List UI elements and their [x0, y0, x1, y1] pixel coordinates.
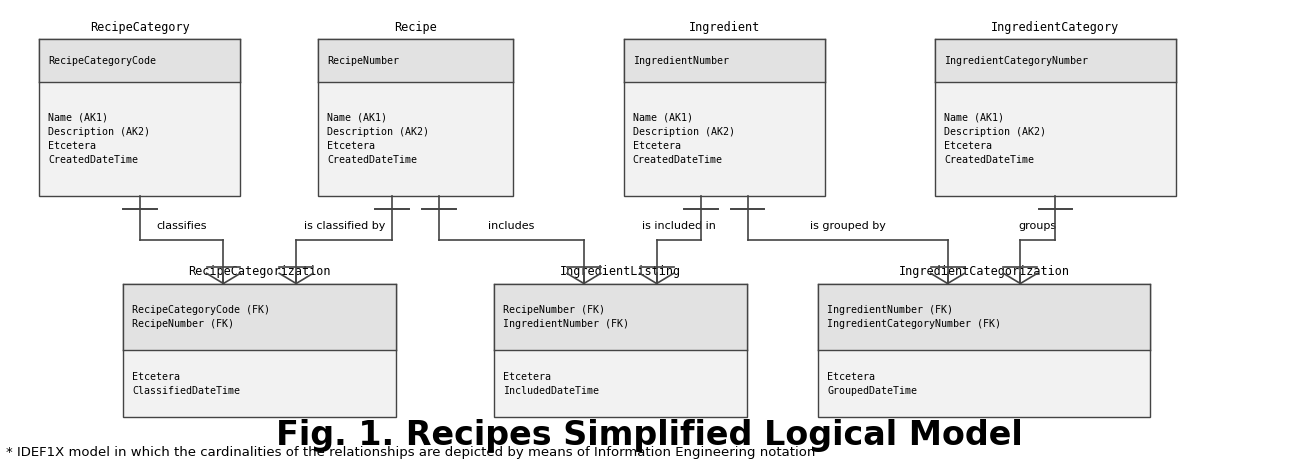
FancyBboxPatch shape [818, 284, 1150, 350]
Text: Name (AK1)
Description (AK2)
Etcetera
CreatedDateTime: Name (AK1) Description (AK2) Etcetera Cr… [48, 113, 151, 165]
FancyBboxPatch shape [935, 39, 1176, 196]
FancyBboxPatch shape [39, 39, 240, 82]
Text: IngredientNumber (FK)
IngredientCategoryNumber (FK): IngredientNumber (FK) IngredientCategory… [827, 305, 1002, 329]
FancyBboxPatch shape [624, 39, 825, 82]
FancyBboxPatch shape [494, 284, 747, 350]
FancyBboxPatch shape [318, 39, 513, 82]
Text: includes: includes [488, 221, 535, 231]
FancyBboxPatch shape [818, 284, 1150, 417]
Text: is included in: is included in [642, 221, 716, 231]
Text: Etcetera
IncludedDateTime: Etcetera IncludedDateTime [503, 372, 599, 396]
Text: RecipeNumber: RecipeNumber [327, 56, 399, 65]
Text: Name (AK1)
Description (AK2)
Etcetera
CreatedDateTime: Name (AK1) Description (AK2) Etcetera Cr… [327, 113, 430, 165]
Text: classifies: classifies [156, 221, 207, 231]
Text: RecipeCategory: RecipeCategory [90, 21, 190, 34]
Text: groups: groups [1018, 221, 1057, 231]
Text: RecipeCategorization: RecipeCategorization [188, 265, 331, 278]
Text: Name (AK1)
Description (AK2)
Etcetera
CreatedDateTime: Name (AK1) Description (AK2) Etcetera Cr… [633, 113, 735, 165]
Text: Name (AK1)
Description (AK2)
Etcetera
CreatedDateTime: Name (AK1) Description (AK2) Etcetera Cr… [944, 113, 1047, 165]
Text: * IDEF1X model in which the cardinalities of the relationships are depicted by m: * IDEF1X model in which the cardinalitie… [6, 446, 816, 459]
FancyBboxPatch shape [39, 39, 240, 196]
Text: IngredientCategory: IngredientCategory [991, 21, 1120, 34]
FancyBboxPatch shape [123, 284, 396, 417]
Text: IngredientCategorization: IngredientCategorization [899, 265, 1069, 278]
Text: Fig. 1. Recipes Simplified Logical Model: Fig. 1. Recipes Simplified Logical Model [277, 419, 1022, 452]
Text: is grouped by: is grouped by [809, 221, 886, 231]
Text: Ingredient: Ingredient [688, 21, 760, 34]
Text: IngredientCategoryNumber: IngredientCategoryNumber [944, 56, 1089, 65]
Text: IngredientNumber: IngredientNumber [633, 56, 729, 65]
Text: IngredientListing: IngredientListing [560, 265, 681, 278]
FancyBboxPatch shape [494, 284, 747, 417]
FancyBboxPatch shape [935, 39, 1176, 82]
FancyBboxPatch shape [123, 284, 396, 350]
Text: Recipe: Recipe [395, 21, 436, 34]
FancyBboxPatch shape [318, 39, 513, 196]
Text: RecipeCategoryCode: RecipeCategoryCode [48, 56, 156, 65]
Text: is classified by: is classified by [304, 221, 385, 231]
Text: Etcetera
ClassifiedDateTime: Etcetera ClassifiedDateTime [132, 372, 240, 396]
FancyBboxPatch shape [624, 39, 825, 196]
Text: RecipeCategoryCode (FK)
RecipeNumber (FK): RecipeCategoryCode (FK) RecipeNumber (FK… [132, 305, 270, 329]
Text: Etcetera
GroupedDateTime: Etcetera GroupedDateTime [827, 372, 917, 396]
Text: RecipeNumber (FK)
IngredientNumber (FK): RecipeNumber (FK) IngredientNumber (FK) [503, 305, 629, 329]
